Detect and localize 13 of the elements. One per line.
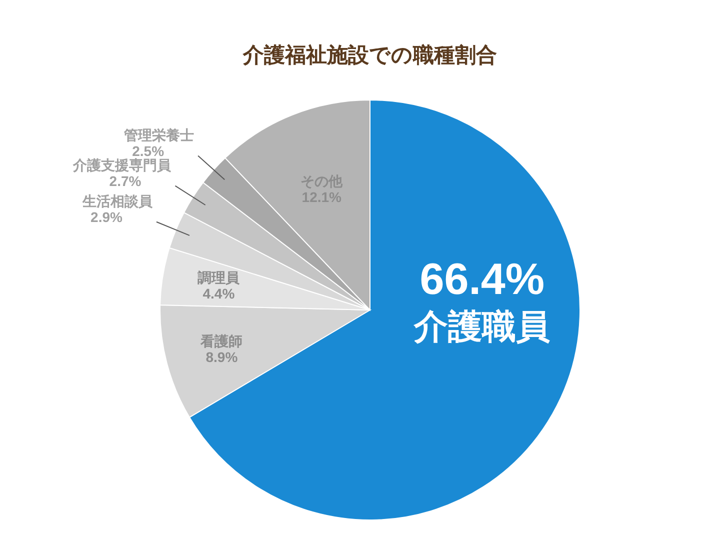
chart-title: 介護福祉施設での職種割合 (242, 43, 497, 67)
slice-label: 管理栄養士 (123, 126, 194, 143)
slice-label: 調理員 (198, 269, 241, 286)
data-label: 66.4% (420, 255, 545, 304)
slice-label: 介護支援専門員 (72, 156, 172, 173)
data-label: 8.9% (206, 348, 238, 365)
slice-label: 看護師 (200, 332, 243, 349)
data-label: 4.4% (202, 285, 236, 302)
data-label: 2.9% (90, 208, 124, 225)
slice-label: 介護職員 (413, 308, 550, 346)
data-label: 2.7% (109, 172, 142, 189)
data-label: 2.5% (132, 142, 165, 159)
slice-label: 生活相談員 (81, 192, 154, 209)
